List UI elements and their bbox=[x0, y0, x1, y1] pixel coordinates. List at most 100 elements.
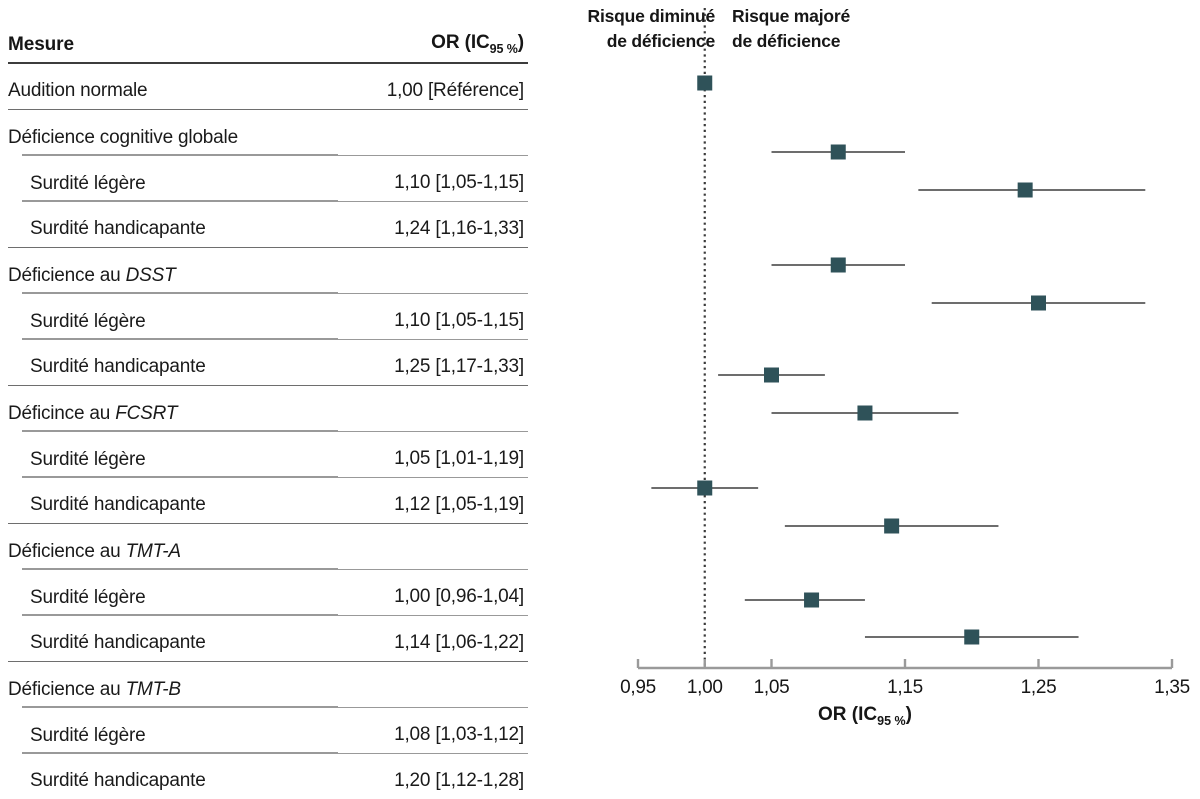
cell-measure: Surdité handicapante bbox=[8, 478, 338, 524]
table-group-row: Déficince au FCSRT bbox=[8, 386, 528, 432]
cell-odds-ratio bbox=[338, 524, 528, 570]
table-group-row: Déficience cognitive globale bbox=[8, 110, 528, 156]
results-table: Mesure OR (IC95 %) Audition normale 1,00 … bbox=[8, 0, 528, 799]
measure-label: Audition normale bbox=[8, 80, 147, 101]
or-marker bbox=[964, 630, 979, 645]
measure-test-name: TMT-A bbox=[126, 541, 181, 562]
cell-measure: Déficince au FCSRT bbox=[8, 386, 338, 432]
table-row: Surdité handicapante 1,25 [1,17-1,33] bbox=[8, 340, 528, 386]
or-marker bbox=[1031, 296, 1046, 311]
table-row: Surdité légère 1,05 [1,01-1,19] bbox=[8, 432, 528, 478]
cell-odds-ratio: 1,08 [1,03-1,12] bbox=[338, 708, 528, 754]
x-axis-title: OR (IC95 %) bbox=[530, 704, 1200, 728]
measure-label: Surdité handicapante bbox=[30, 494, 206, 515]
cell-odds-ratio: 1,20 [1,12-1,28] bbox=[338, 754, 528, 799]
cell-odds-ratio: 1,05 [1,01-1,19] bbox=[338, 432, 528, 478]
results-table-panel: Mesure OR (IC95 %) Audition normale 1,00 … bbox=[0, 0, 530, 740]
table-row: Audition normale 1,00 [Référence] bbox=[8, 63, 528, 110]
measure-label: Surdité handicapante bbox=[30, 632, 206, 653]
cell-odds-ratio bbox=[338, 662, 528, 708]
measure-label: Déficience au bbox=[8, 679, 126, 700]
cell-measure: Surdité handicapante bbox=[8, 202, 338, 248]
table-row: Surdité légère 1,00 [0,96-1,04] bbox=[8, 570, 528, 616]
cell-odds-ratio: 1,10 [1,05-1,15] bbox=[338, 156, 528, 202]
x-axis-tick-label: 1,25 bbox=[1021, 677, 1057, 698]
table-row: Surdité légère 1,10 [1,05-1,15] bbox=[8, 156, 528, 202]
measure-label: Surdité légère bbox=[30, 173, 146, 194]
column-header-or: OR (IC95 %) bbox=[338, 0, 528, 63]
column-header-or-pct: % bbox=[503, 42, 517, 56]
cell-measure: Surdité légère bbox=[8, 570, 338, 616]
x-axis-title-close: ) bbox=[906, 704, 912, 725]
table-head: Mesure OR (IC95 %) bbox=[8, 0, 528, 63]
cell-measure: Déficience cognitive globale bbox=[8, 110, 338, 156]
forest-plot-panel: Risque diminué de déficience Risque majo… bbox=[530, 0, 1200, 740]
cell-odds-ratio: 1,12 [1,05-1,19] bbox=[338, 478, 528, 524]
or-marker bbox=[764, 368, 779, 383]
or-marker bbox=[831, 258, 846, 273]
column-header-measure: Mesure bbox=[8, 0, 338, 63]
cell-measure: Surdité légère bbox=[8, 294, 338, 340]
cell-odds-ratio bbox=[338, 386, 528, 432]
cell-odds-ratio: 1,10 [1,05-1,15] bbox=[338, 294, 528, 340]
cell-odds-ratio: 1,14 [1,06-1,22] bbox=[338, 616, 528, 662]
cell-measure: Surdité handicapante bbox=[8, 754, 338, 799]
or-marker bbox=[857, 406, 872, 421]
measure-label: Surdité légère bbox=[30, 449, 146, 470]
table-group-row: Déficience au TMT-A bbox=[8, 524, 528, 570]
measure-test-name: FCSRT bbox=[115, 403, 177, 424]
cell-measure: Audition normale bbox=[8, 63, 338, 110]
cell-measure: Surdité légère bbox=[8, 708, 338, 754]
or-marker bbox=[697, 481, 712, 496]
or-marker bbox=[884, 519, 899, 534]
x-axis-tick-label: 1,35 bbox=[1154, 677, 1190, 698]
table-row: Surdité handicapante 1,20 [1,12-1,28] bbox=[8, 754, 528, 799]
table-row: Surdité légère 1,08 [1,03-1,12] bbox=[8, 708, 528, 754]
cell-odds-ratio: 1,24 [1,16-1,33] bbox=[338, 202, 528, 248]
x-axis-title-pct: % bbox=[891, 714, 906, 728]
table-body: Audition normale 1,00 [Référence] Déficien… bbox=[8, 63, 528, 799]
measure-label: Surdité légère bbox=[30, 311, 146, 332]
measure-label: Déficience cognitive globale bbox=[8, 127, 238, 148]
column-header-or-main: OR (IC bbox=[431, 32, 490, 53]
table-header-row: Mesure OR (IC95 %) bbox=[8, 0, 528, 63]
measure-label: Surdité légère bbox=[30, 725, 146, 746]
x-axis bbox=[638, 659, 1172, 668]
reference-marker bbox=[697, 76, 712, 91]
column-header-or-close: ) bbox=[518, 32, 524, 53]
cell-measure: Surdité handicapante bbox=[8, 616, 338, 662]
column-header-or-sub: 95 bbox=[490, 42, 504, 56]
or-marker bbox=[804, 593, 819, 608]
x-axis-title-sub: 95 bbox=[877, 714, 891, 728]
measure-label: Déficience au bbox=[8, 541, 126, 562]
cell-measure: Surdité handicapante bbox=[8, 340, 338, 386]
measure-label: Déficience au bbox=[8, 265, 126, 286]
cell-measure: Déficience au TMT-A bbox=[8, 524, 338, 570]
confidence-interval-lines bbox=[651, 152, 1145, 637]
cell-measure: Surdité légère bbox=[8, 432, 338, 478]
cell-odds-ratio: 1,25 [1,17-1,33] bbox=[338, 340, 528, 386]
measure-label: Surdité handicapante bbox=[30, 356, 206, 377]
table-row: Surdité handicapante 1,12 [1,05-1,19] bbox=[8, 478, 528, 524]
cell-odds-ratio bbox=[338, 110, 528, 156]
cell-measure: Déficience au DSST bbox=[8, 248, 338, 294]
or-marker bbox=[831, 145, 846, 160]
or-point-markers bbox=[697, 76, 1046, 645]
cell-odds-ratio: 1,00 [Référence] bbox=[338, 63, 528, 110]
x-axis-tick-label: 0,95 bbox=[620, 677, 656, 698]
measure-label: Déficince au bbox=[8, 403, 115, 424]
cell-odds-ratio: 1,00 [0,96-1,04] bbox=[338, 570, 528, 616]
table-row: Surdité handicapante 1,14 [1,06-1,22] bbox=[8, 616, 528, 662]
x-axis-title-main: OR (IC bbox=[818, 704, 877, 725]
table-row: Surdité légère 1,10 [1,05-1,15] bbox=[8, 294, 528, 340]
or-marker bbox=[1018, 183, 1033, 198]
measure-label: Surdité légère bbox=[30, 587, 146, 608]
cell-odds-ratio bbox=[338, 248, 528, 294]
cell-measure: Surdité légère bbox=[8, 156, 338, 202]
measure-label: Surdité handicapante bbox=[30, 770, 206, 791]
measure-test-name: TMT-B bbox=[126, 679, 181, 700]
